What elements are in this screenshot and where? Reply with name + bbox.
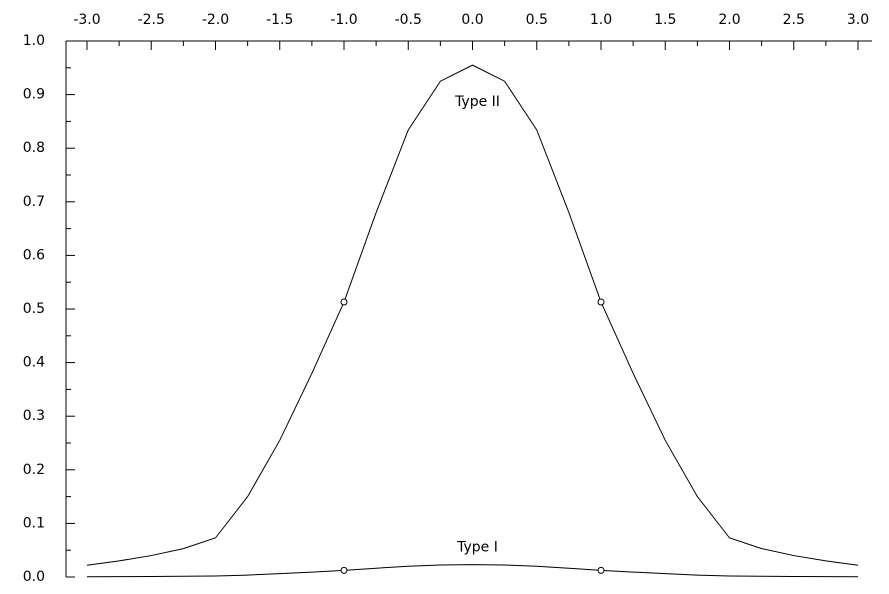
x-tick-label: -0.5	[395, 12, 422, 28]
y-tick-label: 0.2	[23, 462, 45, 478]
y-tick-label: 0.1	[23, 515, 45, 531]
x-tick-label: -3.0	[73, 12, 100, 28]
marker	[597, 566, 605, 574]
marker	[340, 566, 348, 574]
x-tick-label: 1.0	[590, 12, 612, 28]
x-tick-label: -2.5	[138, 12, 165, 28]
y-tick-label: 0.9	[23, 87, 45, 103]
series-label: Type I	[456, 540, 498, 556]
x-tick-label: 0.0	[461, 12, 483, 28]
y-tick-label: 0.5	[23, 301, 45, 317]
x-tick-label: -1.5	[266, 12, 293, 28]
x-tick-label: -1.0	[330, 12, 357, 28]
series-label: Type II	[454, 94, 500, 110]
y-tick-label: 0.8	[23, 140, 45, 156]
y-tick-label: 0.3	[23, 408, 45, 424]
x-tick-label: 2.5	[783, 12, 805, 28]
line	[86, 564, 859, 578]
y-tick-label: 1.0	[23, 33, 45, 49]
marker	[340, 298, 348, 306]
y-tick-label: 0.0	[23, 569, 45, 585]
y-tick-label: 0.6	[23, 247, 45, 263]
y-tick-label: 0.4	[23, 355, 45, 371]
line	[86, 64, 859, 566]
y-tick-label: 0.7	[23, 194, 45, 210]
x-tick-label: 3.0	[847, 12, 869, 28]
x-tick-label: 2.0	[718, 12, 740, 28]
x-tick-label: 1.5	[654, 12, 676, 28]
x-tick-label: 0.5	[526, 12, 548, 28]
x-tick-label: -2.0	[202, 12, 229, 28]
marker	[597, 298, 605, 306]
